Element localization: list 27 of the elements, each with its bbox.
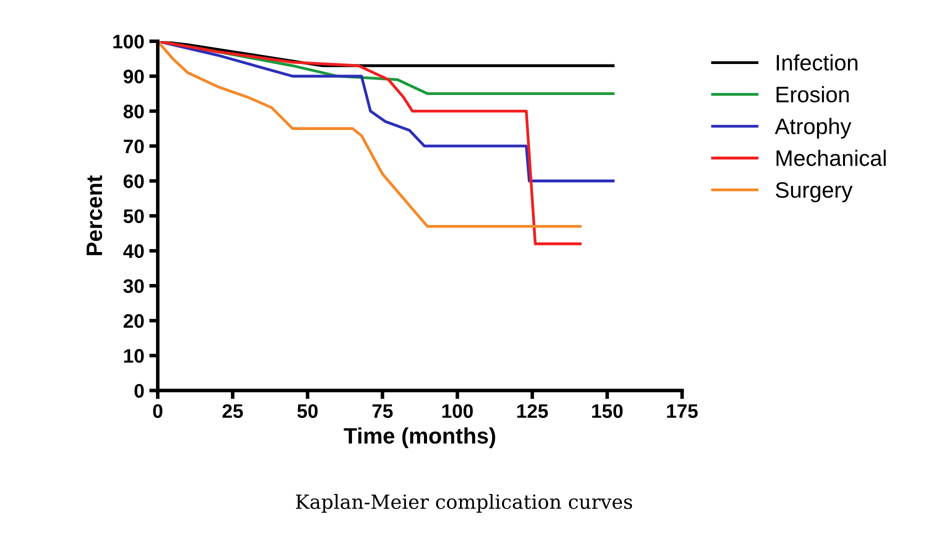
x-axis-title: Time (months) bbox=[344, 427, 496, 448]
text: Kaplan-Meier complication curves bbox=[296, 494, 632, 513]
y-tick-label: 60 bbox=[124, 174, 144, 188]
x-tick-label: 50 bbox=[297, 404, 318, 418]
legend-label: Mechanical bbox=[776, 150, 886, 166]
x-tick-label: 100 bbox=[442, 404, 473, 418]
y-tick-label: 90 bbox=[124, 70, 144, 84]
x-tick-label: 25 bbox=[222, 404, 243, 418]
y-tick-label: 50 bbox=[124, 209, 144, 224]
y-axis-title: Percent bbox=[86, 175, 102, 256]
y-tick-label: 0 bbox=[134, 384, 144, 398]
y-tick-label: 10 bbox=[124, 349, 144, 363]
y-tick-label: 30 bbox=[123, 279, 144, 293]
y-tick-label: 40 bbox=[123, 244, 144, 258]
legend-label: Erosion bbox=[776, 86, 849, 102]
x-tick-label: 75 bbox=[372, 404, 393, 418]
legend-label: Infection bbox=[776, 54, 858, 71]
y-tick-label: 80 bbox=[124, 104, 144, 118]
x-tick-label: 125 bbox=[517, 404, 548, 418]
x-tick-label: 175 bbox=[667, 404, 698, 418]
y-tick-label: 70 bbox=[124, 139, 144, 154]
legend-label: Atrophy bbox=[774, 118, 852, 139]
y-tick-label: 100 bbox=[113, 34, 144, 48]
y-tick-label: 20 bbox=[124, 314, 144, 328]
x-tick-label: 150 bbox=[592, 404, 623, 418]
x-tick-label: 0 bbox=[153, 404, 162, 418]
legend-label: Surgery bbox=[776, 182, 853, 202]
